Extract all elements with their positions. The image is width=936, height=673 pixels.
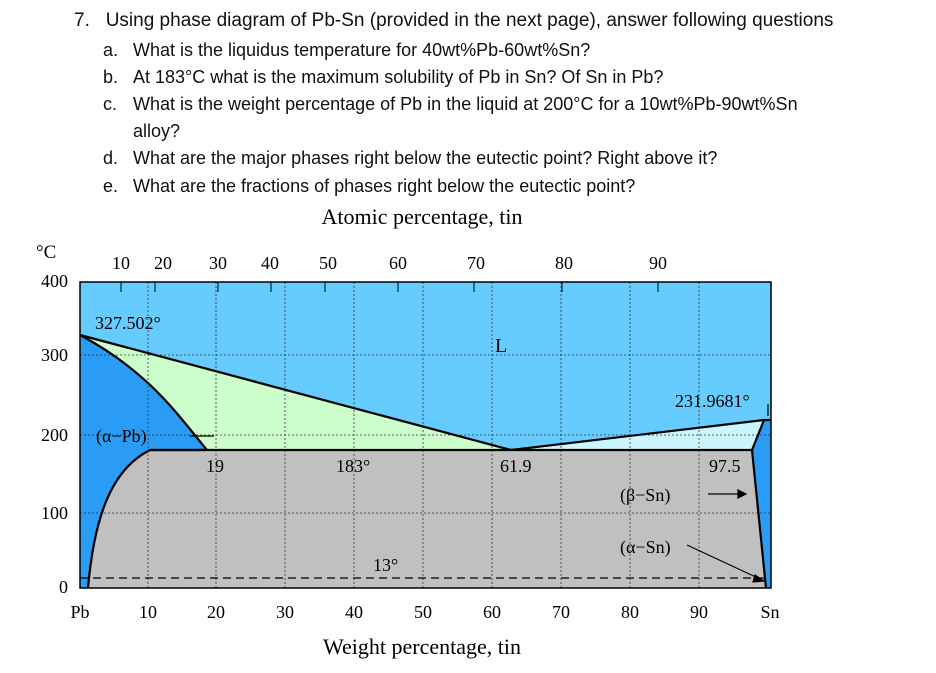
alpha-pb-region: [80, 335, 207, 588]
alpha-limit-label: 19: [206, 456, 224, 476]
part-text: alloy?: [133, 121, 181, 141]
eutectic-composition-label: 61.9: [500, 456, 532, 476]
beta-limit-label: 97.5: [709, 456, 741, 476]
y-tick-label: 400: [41, 271, 68, 291]
top-axis-title: Atomic percentage, tin: [322, 204, 523, 229]
top-tick-label: 60: [389, 253, 407, 273]
bottom-tick-label: 10: [139, 602, 157, 622]
alpha-pb-label: (α−Pb): [96, 426, 147, 447]
bottom-tick-label: 60: [483, 602, 501, 622]
bottom-tick-labels: Pb 10 20 30 40 50 60 70 80 90 Sn: [70, 602, 779, 622]
plot-frame: [79, 281, 772, 589]
y-tick-label: 0: [59, 577, 68, 597]
part-label: c.: [103, 94, 118, 114]
question-7: 7. Using phase diagram of Pb-Sn (provide…: [74, 10, 833, 32]
bottom-tick-label: 30: [276, 602, 294, 622]
top-tick-label: 30: [209, 253, 227, 273]
top-tick-label: 90: [649, 253, 667, 273]
bottom-tick-label: 70: [552, 602, 570, 622]
y-tick-label: 200: [41, 425, 68, 445]
top-tick-label: 70: [467, 253, 485, 273]
question-number: 7.: [74, 10, 90, 31]
top-tick-label: 20: [154, 253, 172, 273]
y-unit: °C: [36, 242, 56, 263]
part-label: a.: [103, 40, 119, 60]
top-tick-labels: 10 20 30 40 50 60 70 80 90: [112, 253, 667, 273]
part-label: e.: [103, 176, 119, 196]
bottom-tick-label: 80: [621, 602, 639, 622]
part-text: What is the weight percentage of Pb in t…: [133, 94, 798, 114]
bottom-tick-label: Pb: [70, 602, 89, 622]
top-tick-label: 80: [555, 253, 573, 273]
part-text: At 183°C what is the maximum solubility …: [133, 67, 664, 87]
bottom-tick-label: 90: [690, 602, 708, 622]
question-text: Using phase diagram of Pb-Sn (provided i…: [105, 10, 834, 31]
part-label: b.: [103, 67, 119, 87]
bottom-tick-label: Sn: [760, 602, 779, 622]
transition-temperature-label: 13°: [373, 555, 398, 575]
bottom-tick-label: 50: [414, 602, 432, 622]
beta-sn-region: [752, 420, 771, 588]
sn-melting-label: 231.9681°: [675, 391, 750, 411]
y-tick-labels: 400 300 200 100 0: [41, 271, 68, 597]
solid-mixture-region: [88, 450, 766, 588]
liquid-label: L: [495, 335, 507, 357]
bottom-tick-label: 40: [345, 602, 363, 622]
bottom-tick-label: 20: [207, 602, 225, 622]
part-text: What are the fractions of phases right b…: [133, 176, 636, 196]
bottom-axis-title: Weight percentage, tin: [323, 634, 521, 659]
diagram-labels: 327.502° L 231.9681° (α−Pb) 19 183° 61.9…: [95, 313, 750, 575]
top-ticks: [120, 282, 659, 292]
part-label: d.: [103, 148, 119, 168]
part-text: What are the major phases right below th…: [133, 148, 718, 168]
label-arrows: [190, 404, 769, 583]
beta-sn-label: (β−Sn): [620, 485, 670, 506]
part-text: What is the liquidus temperature for 40w…: [133, 40, 591, 60]
y-tick-label: 300: [41, 345, 68, 365]
pb-melting-label: 327.502°: [95, 313, 161, 333]
top-tick-label: 40: [261, 253, 279, 273]
eutectic-temperature-label: 183°: [336, 456, 370, 476]
alpha-sn-label: (α−Sn): [620, 537, 671, 558]
y-tick-label: 100: [41, 503, 68, 523]
phase-boundaries: [79, 333, 771, 589]
top-tick-label: 50: [319, 253, 337, 273]
top-tick-label: 10: [112, 253, 130, 273]
